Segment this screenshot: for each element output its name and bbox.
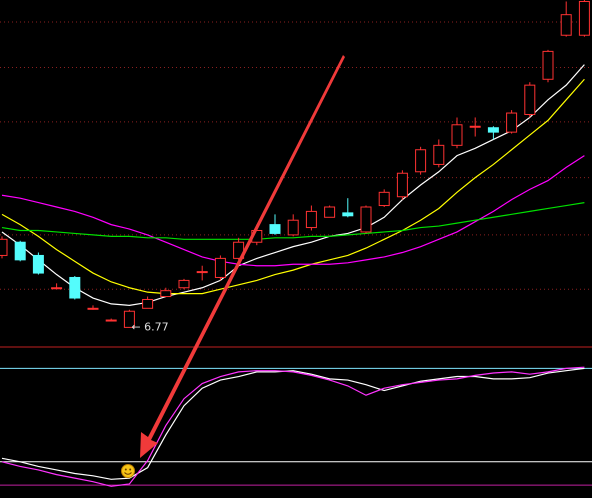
candle-body [560, 14, 572, 36]
candle-body [451, 124, 463, 146]
candle-body [123, 310, 135, 328]
candle-body [342, 212, 354, 217]
candle-body [87, 307, 99, 310]
candle-body [178, 279, 190, 289]
candle-body [287, 219, 299, 236]
smiley-marker [121, 464, 135, 478]
price-panel: ← 6.77 [0, 0, 592, 333]
candle-body [506, 112, 518, 133]
pointer-arrow [140, 55, 345, 458]
candle-body [105, 319, 117, 322]
indicator-line [1, 366, 585, 487]
low-annotation: ← 6.77 [131, 320, 168, 333]
moving-average-line [1, 64, 585, 306]
candle-body [324, 206, 336, 218]
candle-body [51, 287, 63, 290]
indicator-panel [0, 366, 592, 487]
candle-body [269, 224, 281, 234]
moving-average-line [1, 155, 585, 267]
candle-body [378, 191, 390, 207]
indicator-line [1, 367, 585, 480]
candle-body [305, 210, 317, 229]
candle-body [578, 0, 590, 36]
candle-body [160, 290, 172, 298]
candle-body [542, 50, 554, 80]
moving-average-line [1, 202, 585, 240]
moving-average-line [1, 78, 585, 295]
candle-body [196, 271, 208, 274]
candle-body [142, 298, 154, 309]
candle-body [69, 276, 81, 299]
candle-body [469, 125, 481, 128]
candle-body [214, 257, 226, 278]
candle-body [524, 84, 536, 116]
candle-body [0, 238, 8, 256]
candle-body [14, 241, 26, 261]
candle-body [415, 149, 427, 173]
candle-body [396, 172, 408, 198]
candle-body [433, 144, 445, 165]
candle-body [32, 254, 44, 274]
candle-body [360, 206, 372, 233]
candle-body [487, 127, 499, 133]
